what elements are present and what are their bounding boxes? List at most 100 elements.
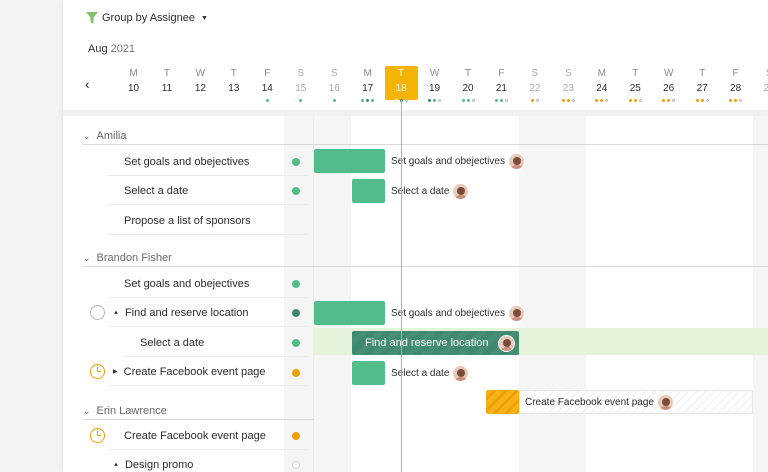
day-column-11[interactable]: T 11: [150, 67, 183, 105]
day-number: 12: [194, 83, 206, 94]
indicator-dot: [628, 99, 632, 102]
day-column-29[interactable]: S 29: [753, 67, 768, 105]
day-column-20[interactable]: T 20: [452, 67, 485, 105]
day-column-22[interactable]: S 22: [518, 67, 551, 105]
gantt-bar-label: Set goals and obejectives: [391, 149, 525, 173]
gantt-bar[interactable]: [314, 149, 385, 173]
day-column-23[interactable]: S 23: [552, 67, 585, 105]
day-column-24[interactable]: M 24: [585, 67, 618, 105]
day-column-25[interactable]: T 25: [619, 67, 652, 105]
indicator-dot: [672, 99, 676, 102]
day-name: T: [632, 68, 639, 79]
day-number: 27: [696, 83, 708, 94]
day-number: 11: [161, 83, 173, 94]
day-name: W: [195, 68, 206, 79]
day-indicator-dots: [485, 99, 518, 105]
gantt-bar[interactable]: [314, 301, 385, 325]
day-name: M: [129, 68, 138, 79]
status-dot: [292, 309, 300, 317]
task-row[interactable]: ▶ Create Facebook event page: [113, 365, 266, 378]
day-name: M: [363, 68, 372, 79]
group-divider: [83, 419, 314, 420]
indicator-dot: [494, 99, 498, 102]
gantt-bar-ghost: [519, 390, 753, 414]
chevron-left-icon[interactable]: ‹: [85, 76, 90, 92]
day-indicator-dots: [518, 99, 551, 105]
day-column-16[interactable]: S 16: [318, 67, 351, 105]
task-row[interactable]: Create Facebook event page: [124, 429, 266, 442]
group-header-amilia[interactable]: ⌄ Amilia: [83, 130, 127, 142]
group-header-erin-lawrence[interactable]: ⌄ Erin Lawrence: [83, 405, 167, 417]
day-column-14[interactable]: F 14: [251, 67, 284, 105]
indicator-dot: [366, 99, 370, 102]
day-column-21[interactable]: F 21: [485, 67, 518, 105]
day-column-27[interactable]: T 27: [686, 67, 719, 105]
day-number: 20: [462, 83, 474, 94]
day-number: 23: [562, 83, 574, 94]
indicator-dot: [438, 99, 442, 102]
day-name: M: [597, 68, 606, 79]
day-indicator-dots: [217, 99, 250, 105]
indicator-dot: [561, 99, 565, 102]
task-row[interactable]: Propose a list of sponsors: [124, 214, 251, 227]
day-name: T: [464, 68, 472, 79]
day-indicator-dots: [585, 99, 618, 105]
task-row[interactable]: ▲ Find and reserve location: [113, 306, 249, 319]
day-column-15[interactable]: S 15: [284, 67, 317, 105]
weekend-column: [753, 116, 768, 472]
day-number: 25: [629, 83, 641, 94]
day-column-28[interactable]: F 28: [719, 67, 752, 105]
day-number: 14: [261, 83, 273, 94]
day-name: F: [732, 68, 739, 79]
task-row[interactable]: ▲ Design promo: [113, 458, 194, 471]
day-indicator-dots: [184, 99, 217, 105]
chevron-down-icon: ⌄: [83, 405, 91, 416]
clock-icon[interactable]: [90, 364, 105, 379]
chevron-down-icon: ▼: [200, 14, 208, 22]
indicator-dot: [705, 99, 709, 102]
task-row[interactable]: Select a date: [124, 184, 189, 197]
avatar: [497, 334, 515, 352]
collapse-triangle-icon[interactable]: ▲: [113, 461, 119, 468]
status-dot: [292, 280, 300, 288]
indicator-dot: [299, 99, 303, 102]
filter-icon: [86, 12, 98, 24]
day-name: T: [398, 68, 405, 79]
day-indicator-dots: [686, 99, 719, 105]
day-indicator-dots: [452, 99, 485, 105]
indicator-dot: [461, 99, 465, 102]
gantt-bar-label: Select a date: [391, 361, 470, 385]
gantt-bar[interactable]: [352, 361, 385, 385]
gantt-bar-selected[interactable]: Find and reserve location: [352, 331, 519, 355]
gantt-bar-label: Set goals and obejectives: [391, 301, 525, 325]
day-column-13[interactable]: T 13: [217, 67, 250, 105]
status-dot: [292, 369, 300, 377]
day-name: S: [753, 67, 768, 81]
day-column-10[interactable]: M 10: [117, 67, 150, 105]
indicator-dot: [605, 99, 609, 102]
indicator-dot: [361, 99, 365, 102]
header-divider: [63, 110, 768, 116]
group-by-dropdown[interactable]: Group by Assignee ▼: [86, 9, 208, 27]
task-row[interactable]: Set goals and obejectives: [124, 277, 250, 290]
day-name: T: [230, 68, 237, 79]
day-column-26[interactable]: W 26: [652, 67, 685, 105]
clock-icon[interactable]: [90, 428, 105, 443]
day-column-12[interactable]: W 12: [184, 67, 217, 105]
avatar: [452, 182, 470, 200]
group-header-brandon-fisher[interactable]: ⌄ Brandon Fisher: [83, 252, 172, 264]
gantt-bar[interactable]: [352, 179, 385, 203]
task-row[interactable]: Select a date: [140, 336, 205, 349]
indicator-dot: [633, 99, 637, 102]
day-column-19[interactable]: W 19: [418, 67, 451, 105]
complete-toggle[interactable]: [90, 305, 105, 320]
day-indicator-dots: [351, 99, 384, 105]
gantt-bar[interactable]: [486, 390, 519, 414]
expand-triangle-icon[interactable]: ▶: [113, 369, 118, 375]
task-row[interactable]: Set goals and obejectives: [124, 155, 250, 168]
collapse-triangle-icon[interactable]: ▲: [113, 309, 119, 316]
gantt-bar-label: Select a date: [391, 179, 470, 203]
day-column-17[interactable]: M 17: [351, 67, 384, 105]
indicator-dot: [404, 99, 408, 102]
day-number: 29: [763, 83, 768, 94]
